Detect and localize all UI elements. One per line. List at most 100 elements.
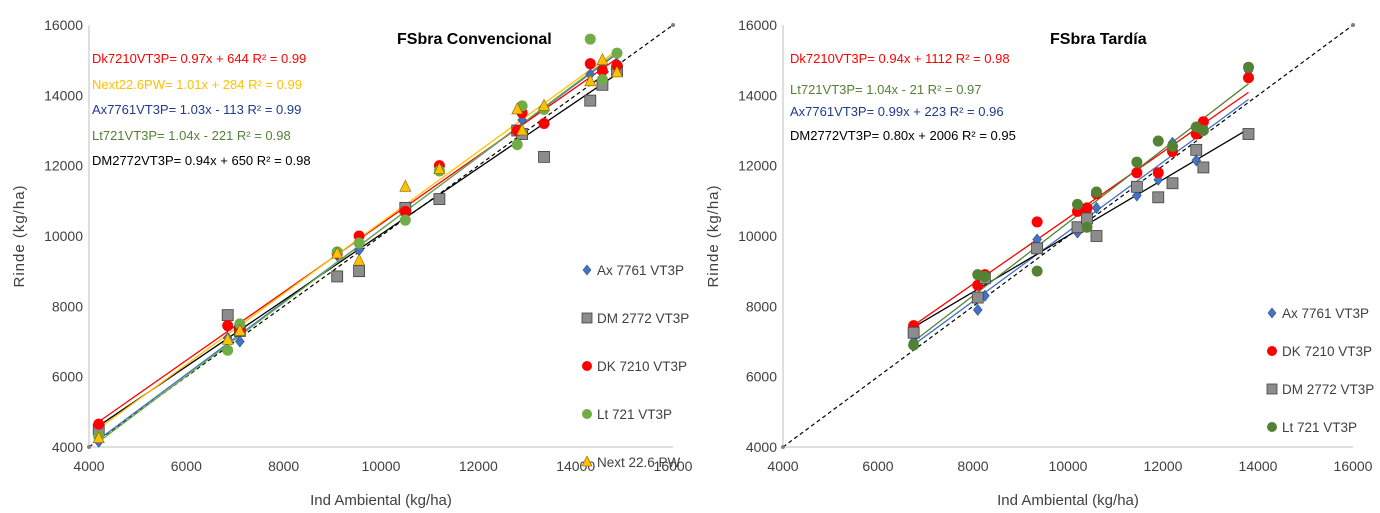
series-lt-721-vt3p (908, 61, 1254, 351)
y-tick-label: 12000 (44, 158, 83, 174)
x-tick-label: 4000 (767, 458, 798, 474)
legend-label: DK 7210 VT3P (597, 359, 687, 374)
x-tick-label: 16000 (654, 458, 693, 474)
legend-label: Ax 7761 VT3P (1282, 306, 1369, 321)
chart-title: FSbra Convencional (397, 31, 552, 48)
trend-equation: Lt721VT3P= 1.04x - 21 R² = 0.97 (790, 82, 982, 97)
x-tick-label: 16000 (1334, 458, 1373, 474)
data-point (1131, 156, 1143, 168)
data-point (1031, 242, 1044, 255)
x-tick-label: 8000 (268, 458, 299, 474)
data-point (221, 309, 234, 322)
data-point (907, 326, 920, 339)
y-tick-label: 10000 (738, 228, 777, 244)
legend-marker (581, 455, 593, 467)
data-point (1243, 61, 1254, 73)
x-axis-label: Ind Ambiental (kg/ha) (997, 492, 1139, 509)
data-point (584, 58, 596, 70)
legend-marker (1267, 346, 1277, 356)
data-point (908, 339, 920, 351)
data-point (1131, 167, 1143, 179)
legend-label: Lt 721 VT3P (597, 407, 672, 422)
data-point (1091, 186, 1102, 198)
trend-equation: Next22.6PW= 1.01x + 284 R² = 0.99 (92, 77, 302, 92)
data-point (538, 98, 551, 111)
y-tick-label: 8000 (52, 298, 83, 314)
data-point (1167, 140, 1178, 152)
data-point (1166, 177, 1179, 190)
series-next-22.6-pw (92, 52, 624, 444)
data-point (331, 246, 344, 259)
trend-equation: Ax7761VT3P= 0.99x + 223 R² = 0.96 (790, 104, 1004, 119)
x-tick-label: 14000 (1239, 458, 1278, 474)
trend-equation: DM2772VT3P= 0.80x + 2006 R² = 0.95 (790, 128, 1016, 143)
data-point (353, 253, 366, 266)
x-tick-label: 4000 (73, 458, 104, 474)
trend-equation: Dk7210VT3P= 0.94x + 1112 R² = 0.98 (790, 51, 1010, 66)
legend-marker (582, 264, 592, 276)
data-point (222, 320, 234, 332)
y-tick-label: 16000 (44, 17, 83, 33)
x-tick-label: 8000 (957, 458, 988, 474)
data-point (1242, 128, 1255, 140)
data-point (584, 94, 597, 107)
y-axis-label: Rinde (kg/ha) (705, 184, 722, 287)
data-point (1197, 125, 1209, 136)
series-lt-721-vt3p (93, 33, 623, 442)
legend-marker (1267, 307, 1277, 319)
data-point (1132, 189, 1142, 202)
data-point (1081, 202, 1093, 214)
data-point (222, 344, 234, 356)
legend-label: DK 7210 VT3P (1282, 344, 1372, 359)
data-point (1081, 221, 1093, 233)
legend-label: DM 2772 VT3P (597, 311, 689, 326)
data-point (979, 270, 991, 282)
data-point (611, 65, 624, 78)
y-tick-label: 14000 (44, 87, 83, 103)
chart-1: 4000 6000 8000 10000 12000 14000 16000 4000 6000… (11, 17, 693, 509)
reference-end-marker (1351, 23, 1355, 27)
data-point (433, 193, 446, 205)
x-tick-label: 6000 (862, 458, 893, 474)
data-point (538, 150, 550, 163)
trend-equation: DM2772VT3P= 0.94x + 650 R² = 0.98 (92, 153, 311, 168)
y-tick-label: 6000 (52, 369, 83, 385)
data-point (538, 117, 550, 129)
data-point (584, 33, 596, 45)
data-point (1152, 191, 1165, 204)
data-point (1091, 201, 1102, 214)
reference-end-marker (87, 445, 91, 449)
data-point (1130, 180, 1143, 193)
data-point (972, 303, 983, 316)
x-tick-label: 6000 (171, 458, 202, 474)
data-point (584, 74, 597, 87)
data-point (611, 47, 623, 59)
data-point (1152, 167, 1164, 179)
legend-label: DM 2772 VT3P (1282, 382, 1374, 397)
data-point (971, 291, 984, 304)
reference-end-marker (671, 23, 675, 27)
x-tick-label: 12000 (1144, 458, 1183, 474)
data-point (233, 323, 246, 336)
legend-marker (1267, 422, 1277, 432)
data-point (1243, 72, 1254, 84)
data-point (1197, 161, 1210, 174)
data-point (331, 270, 344, 283)
y-tick-label: 10000 (44, 228, 83, 244)
y-tick-label: 4000 (746, 439, 777, 455)
legend-label: Lt 721 VT3P (1282, 420, 1357, 435)
legend-marker (582, 361, 592, 371)
data-point (92, 431, 105, 444)
y-axis-label: Rinde (kg/ha) (11, 184, 28, 287)
data-point (511, 139, 523, 151)
data-point (1152, 135, 1164, 147)
data-point (399, 205, 411, 217)
data-point (399, 214, 411, 226)
legend-label: Ax 7761 VT3P (597, 263, 684, 278)
trend-equation: Lt721VT3P= 1.04x - 221 R² = 0.98 (92, 128, 291, 143)
data-point (1031, 216, 1043, 228)
legend-marker (581, 312, 593, 324)
data-point (399, 179, 412, 192)
y-tick-label: 14000 (738, 87, 777, 103)
